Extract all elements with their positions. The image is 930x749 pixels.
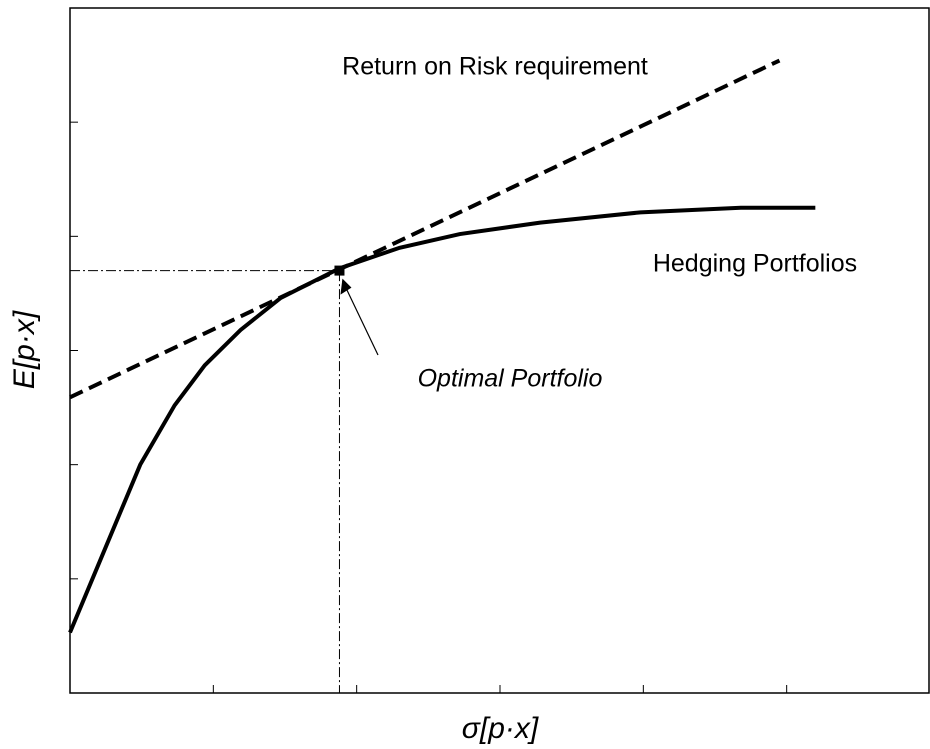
y-axis-label: E[p·x]: [8, 310, 41, 389]
arrow-head: [340, 278, 352, 295]
annotation-arrow: [341, 280, 379, 356]
x-axis-label: σ[p·x]: [462, 712, 539, 745]
plot-frame: [69, 7, 930, 694]
annotation: Optimal Portfolio: [418, 365, 603, 393]
series-label: Return on Risk requirement: [342, 53, 648, 81]
series-label: Hedging Portfolios: [653, 250, 857, 278]
series-line: [69, 58, 781, 400]
optimal-point: [334, 265, 345, 276]
